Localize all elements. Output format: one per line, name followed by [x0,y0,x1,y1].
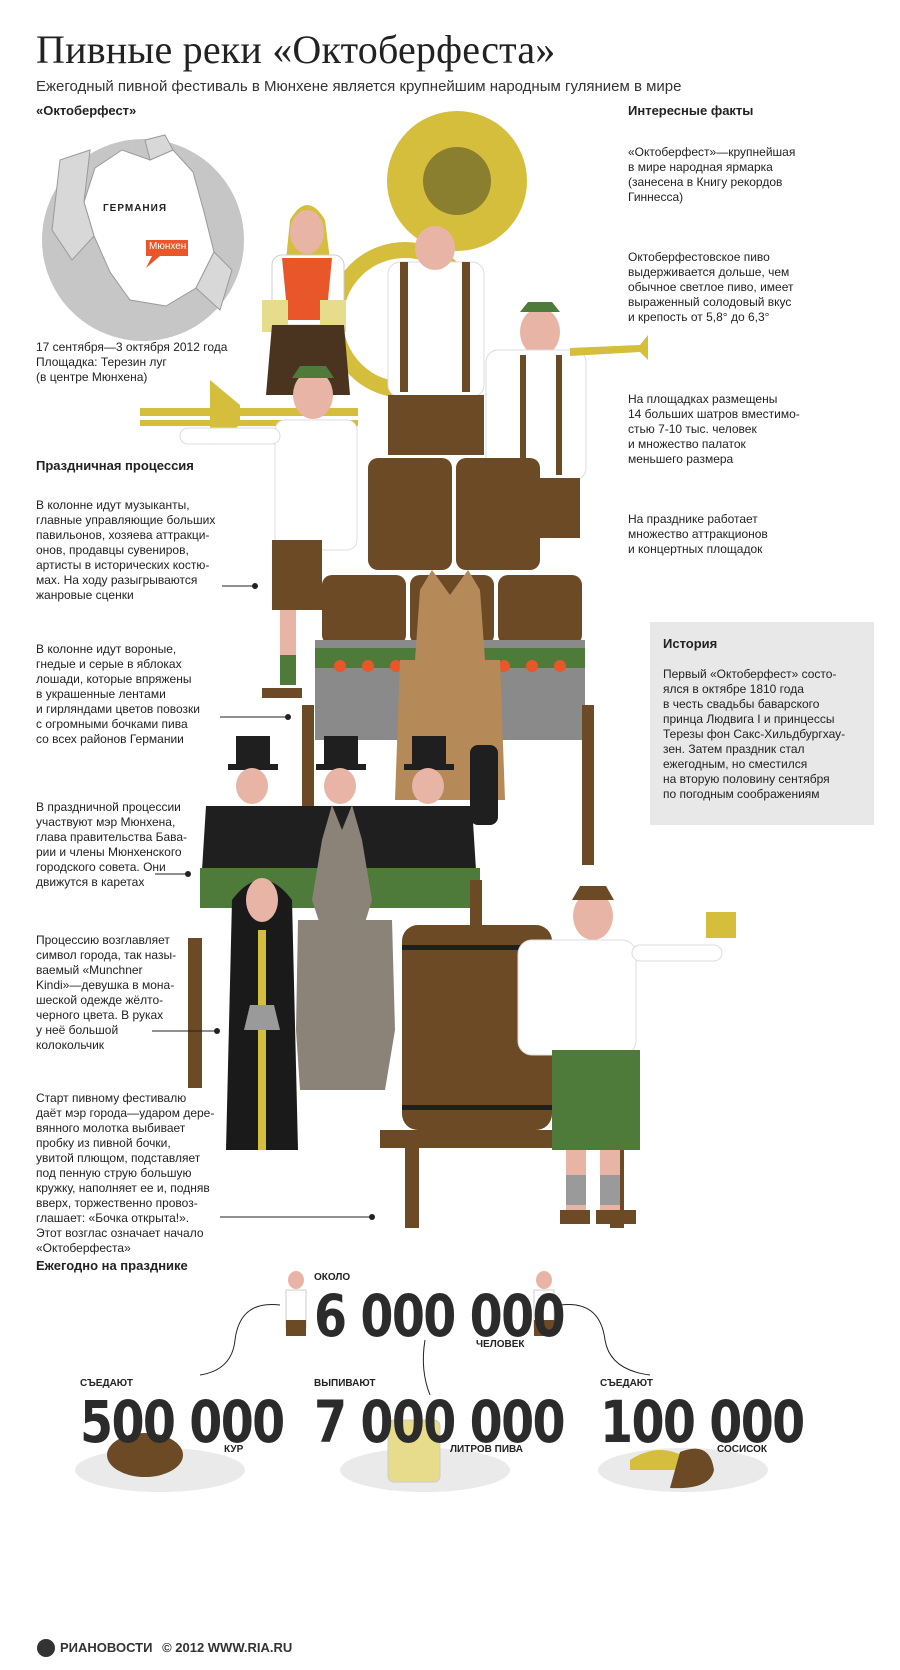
history-box: История Первый «Октоберфест» состо- ялся… [650,622,874,825]
annual-figures [75,1271,768,1492]
waitress-figure [262,205,350,395]
procession-text-4: Процессию возглавляет символ города, так… [36,933,177,1052]
germany-map [42,134,244,341]
footer: РИАНОВОСТИ © 2012 WWW.RIA.RU [36,1640,292,1655]
tuba-player-figure [387,226,485,455]
facts-heading: Интересные факты [628,103,754,118]
trombone-player-figure [140,366,358,698]
mayor-figure [517,886,736,1224]
beer-unit: ЛИТРОВ ПИВА [450,1444,523,1455]
trumpet-player-figure [485,302,648,538]
map-heading: «Октоберфест» [36,103,137,118]
sausage-pre: СЪЕДАЮТ [600,1378,653,1389]
city-label: Мюнхен [149,241,187,252]
procession-text-2: В колонне идут вороные, гнедые и серые в… [36,642,201,746]
chicken-unit: КУР [224,1444,244,1455]
footer-copyright: © 2012 WWW.RIA.RU [162,1640,293,1655]
munchner-kindl-figure [226,878,298,1150]
beer-pre: ВЫПИВАЮТ [314,1378,376,1389]
page-subtitle: Ежегодный пивной фестиваль в Мюнхене явл… [36,78,682,95]
people-value: 6 000 000 [314,1282,566,1350]
ria-logo-icon [37,1639,55,1657]
people-pre: ОКОЛО [314,1272,351,1283]
page-title: Пивные реки «Октоберфеста» [36,27,556,72]
procession-heading: Праздничная процессия [36,458,194,473]
procession-text-5: Старт пивному фестивалю даёт мэр города—… [36,1091,215,1255]
country-label: ГЕРМАНИЯ [103,203,168,214]
sausage-value: 100 000 [600,1388,805,1456]
fact-3: На площадках размещены 14 больших шатров… [628,392,800,466]
pointer-lines [152,585,372,1218]
beer-value: 7 000 000 [314,1388,566,1456]
fact-4: На празднике работает множество аттракци… [628,512,768,556]
fact-2: Октоберфестовское пиво выдерживается дол… [628,250,794,324]
fact-1: «Октоберфест»—крупнейшая в мире народная… [628,145,796,204]
people-unit: ЧЕЛОВЕК [476,1339,525,1350]
chicken-pre: СЪЕДАЮТ [80,1378,133,1389]
chicken-value: 500 000 [80,1388,285,1456]
history-heading: История [663,636,718,651]
procession-text-1: В колонне идут музыканты, главные управл… [36,498,216,602]
history-text: Первый «Октоберфест» состо- ялся в октяб… [663,667,846,801]
footer-brand: РИАНОВОСТИ [60,1640,153,1655]
festival-dates: 17 сентября—3 октября 2012 года Площадка… [36,340,228,384]
sausage-unit: СОСИСОК [717,1444,768,1455]
annual-heading: Ежегодно на празднике [36,1258,188,1273]
donkey-figure [296,805,395,1090]
procession-text-3: В праздничной процессии участвуют мэр Мю… [36,800,188,889]
